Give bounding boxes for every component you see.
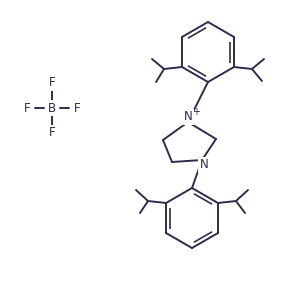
Text: +: + (192, 107, 200, 117)
Text: B: B (48, 101, 56, 115)
Text: F: F (24, 101, 30, 115)
Text: F: F (49, 76, 55, 89)
Text: F: F (49, 127, 55, 140)
Text: N: N (184, 110, 193, 124)
Text: N: N (200, 158, 208, 172)
Text: F: F (74, 101, 80, 115)
